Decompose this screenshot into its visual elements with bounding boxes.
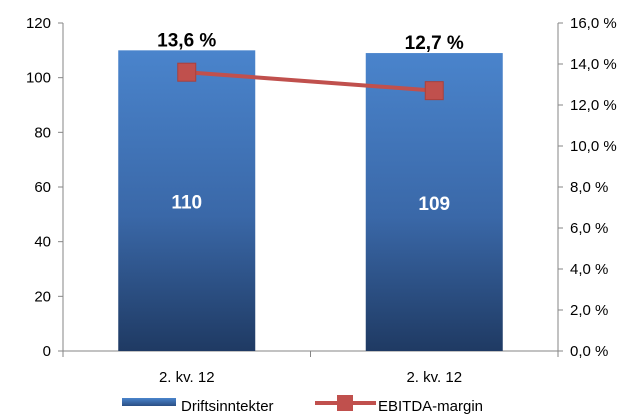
- line-value-label: 13,6 %: [157, 30, 216, 51]
- legend-label-line: EBITDA-margin: [378, 398, 483, 414]
- y-tick-label-left: 120: [26, 15, 51, 32]
- x-tick-label: 2. kv. 12: [159, 369, 215, 386]
- line-value-label: 12,7 %: [405, 33, 464, 54]
- y-tick-label-right: 14,0 %: [570, 56, 617, 73]
- x-tick-label: 2. kv. 12: [406, 369, 462, 386]
- bar-value-label: 109: [418, 194, 450, 215]
- y-tick-label-left: 0: [43, 343, 51, 360]
- legend-label-bar: Driftsinntekter: [181, 398, 274, 414]
- bar: [365, 53, 503, 352]
- line-marker: [424, 81, 444, 101]
- legend-swatch-marker: [337, 395, 353, 411]
- y-tick-label-left: 80: [34, 124, 51, 141]
- y-tick-label-right: 4,0 %: [570, 261, 608, 278]
- y-tick-label-right: 16,0 %: [570, 15, 617, 32]
- bar-value-label: 110: [171, 193, 202, 214]
- y-tick-label-right: 12,0 %: [570, 97, 617, 114]
- y-tick-label-right: 6,0 %: [570, 220, 608, 237]
- y-tick-label-left: 40: [34, 234, 51, 251]
- y-tick-label-right: 8,0 %: [570, 179, 608, 196]
- y-tick-label-left: 60: [34, 179, 51, 196]
- legend-swatch-bar: [122, 398, 176, 406]
- y-tick-label-left: 100: [26, 70, 51, 87]
- bar: [118, 50, 256, 351]
- line-marker: [177, 62, 197, 82]
- y-tick-label-left: 20: [34, 288, 51, 305]
- y-tick-label-right: 2,0 %: [570, 302, 608, 319]
- line-series: [186, 70, 435, 93]
- y-tick-label-right: 10,0 %: [570, 138, 617, 155]
- y-tick-label-right: 0,0 %: [570, 343, 608, 360]
